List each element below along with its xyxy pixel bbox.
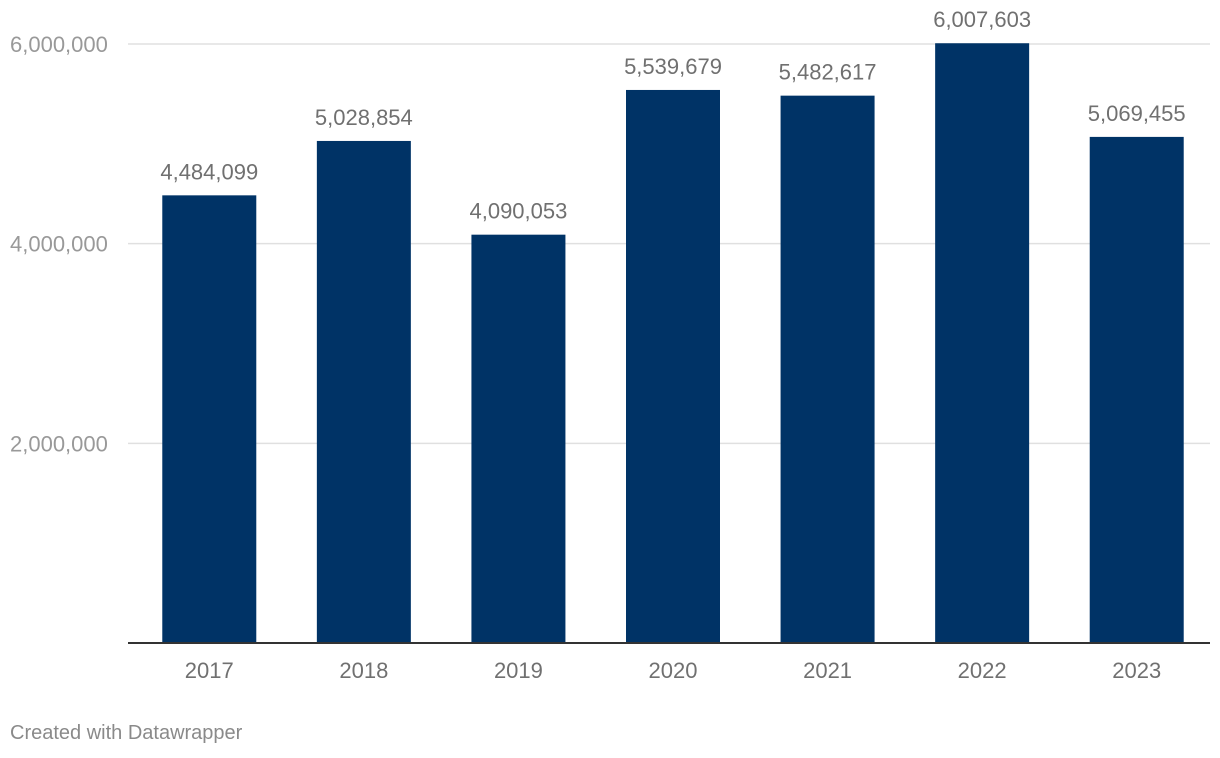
bar-chart: 2,000,000 4,000,000 6,000,000 4,484,099 5,0… <box>10 7 1210 683</box>
value-labels: 4,484,099 5,028,854 4,090,053 5,539,679 5,48… <box>160 7 1185 223</box>
y-tick-label: 2,000,000 <box>10 431 108 456</box>
value-label: 5,028,854 <box>315 105 413 130</box>
value-label: 4,090,053 <box>469 199 567 224</box>
x-tick-label: 2017 <box>185 658 234 683</box>
x-tick-label: 2023 <box>1112 658 1161 683</box>
value-label: 4,484,099 <box>160 159 258 184</box>
credit-text: Created with Datawrapper <box>10 722 243 744</box>
y-tick-label: 6,000,000 <box>10 32 108 57</box>
x-axis-tick-labels: 2017 2018 2019 2020 2021 2022 2023 <box>185 658 1161 683</box>
y-axis-tick-labels: 2,000,000 4,000,000 6,000,000 <box>10 32 108 456</box>
x-tick-label: 2018 <box>339 658 388 683</box>
x-tick-label: 2019 <box>494 658 543 683</box>
bar-2017 <box>162 195 257 643</box>
value-label: 5,539,679 <box>624 54 722 79</box>
bars <box>162 43 1184 643</box>
bar-2021 <box>780 95 875 643</box>
x-tick-label: 2020 <box>649 658 698 683</box>
x-tick-label: 2021 <box>803 658 852 683</box>
x-tick-label: 2022 <box>958 658 1007 683</box>
bar-2022 <box>935 43 1030 643</box>
bar-2019 <box>471 234 566 643</box>
value-label: 5,069,455 <box>1088 101 1186 126</box>
value-label: 6,007,603 <box>933 7 1031 32</box>
bar-2020 <box>626 89 720 643</box>
y-tick-label: 4,000,000 <box>10 232 108 257</box>
bar-2023 <box>1089 136 1184 643</box>
bar-2018 <box>316 140 411 643</box>
value-label: 5,482,617 <box>779 60 877 85</box>
